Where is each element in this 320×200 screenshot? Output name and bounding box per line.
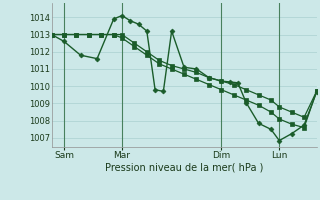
X-axis label: Pression niveau de la mer( hPa ): Pression niveau de la mer( hPa ): [105, 163, 263, 173]
